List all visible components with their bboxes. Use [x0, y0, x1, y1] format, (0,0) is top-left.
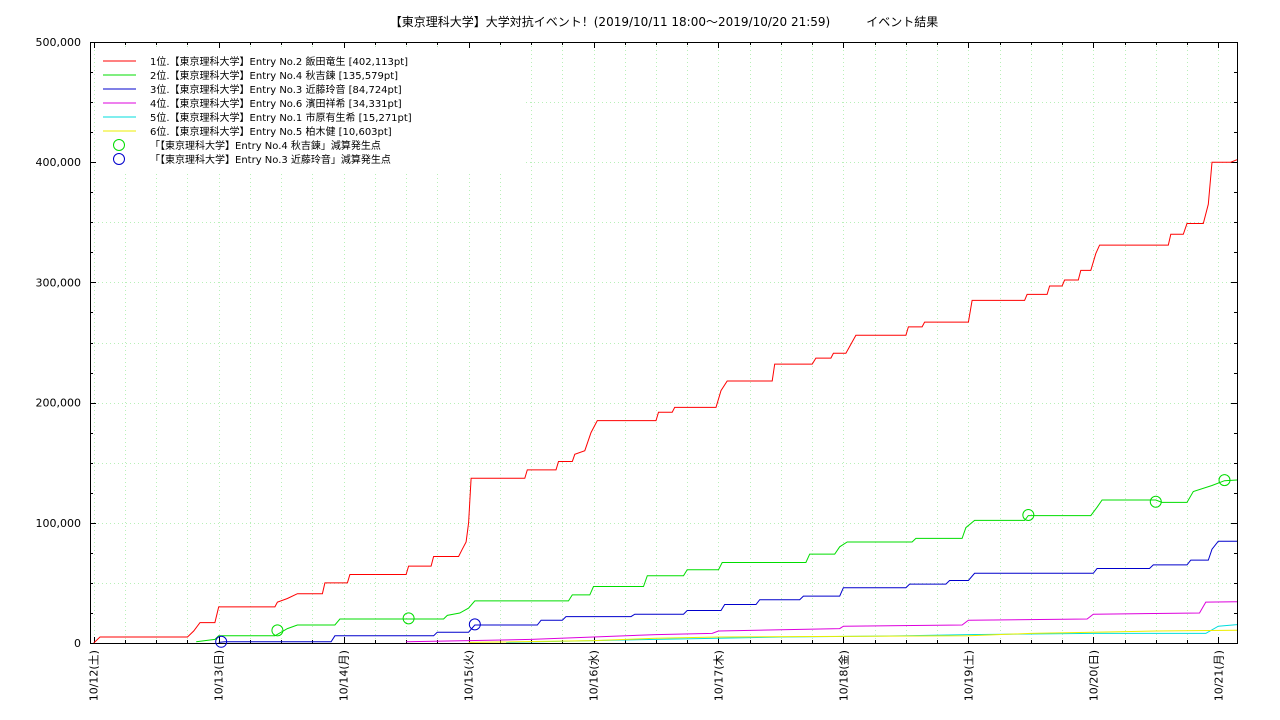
x-tick-label: 10/21(月)	[1212, 650, 1225, 701]
x-tick-label: 10/12(土)	[88, 650, 101, 701]
y-tick-label: 500,000	[36, 36, 82, 49]
legend-label: 1位.【東京理科大学】Entry No.2 飯田竜生 [402,113pt]	[150, 55, 408, 68]
x-tick-label: 10/20(日)	[1087, 650, 1100, 701]
legend-label: 2位.【東京理科大学】Entry No.4 秋吉鍊 [135,579pt]	[150, 69, 398, 82]
series-line-6	[468, 629, 1238, 643]
legend-label: 6位.【東京理科大学】Entry No.5 柏木健 [10,603pt]	[150, 125, 392, 138]
x-tick-label: 10/18(金)	[836, 650, 850, 701]
legend-label: 3位.【東京理科大学】Entry No.3 近藤玲音 [84,724pt]	[150, 83, 402, 96]
series-line-1	[93, 159, 1238, 644]
marker-point-1	[402, 612, 415, 625]
y-tick-label: 300,000	[36, 276, 82, 289]
legend-label: 4位.【東京理科大学】Entry No.6 濱田祥希 [34,331pt]	[150, 97, 402, 110]
marker-point-1	[1149, 495, 1162, 508]
y-tick-label: 400,000	[36, 156, 82, 169]
marker-point-2	[215, 635, 228, 648]
legend: 1位.【東京理科大学】Entry No.2 飯田竜生 [402,113pt]2位…	[96, 50, 526, 172]
x-tick-label: 10/19(土)	[962, 650, 975, 701]
legend-label: 5位.【東京理科大学】Entry No.1 市原有生希 [15,271pt]	[150, 111, 412, 124]
legend-label: 「【東京理科大学】Entry No.3 近藤玲音」減算発生点	[150, 153, 391, 166]
series-line-2	[196, 479, 1238, 643]
x-tick-label: 10/14(月)	[338, 650, 351, 701]
legend-marker	[113, 139, 125, 151]
y-tick-label: 100,000	[36, 517, 82, 530]
axis-ticks: 0 100,000 200,000 300,000 400,000 500,000 10/1…	[36, 36, 1237, 701]
series-line-5	[506, 624, 1238, 643]
legend-background	[96, 50, 526, 172]
legend-label: 「【東京理科大学】Entry No.4 秋吉鍊」減算発生点	[150, 139, 381, 152]
marker-point-1	[1022, 508, 1035, 521]
x-tick-label: 10/13(日)	[213, 650, 226, 701]
legend-marker	[113, 153, 125, 165]
series-layer	[93, 159, 1238, 644]
marker-point-1	[1218, 474, 1231, 487]
x-tick-label: 10/15(火)	[463, 650, 476, 701]
chart-title: 【東京理科大学】大学対抗イベント！(2019/10/11 18:00～2019/…	[390, 14, 939, 29]
y-tick-label: 200,000	[36, 397, 82, 410]
x-tick-label: 10/17(木)	[712, 650, 725, 701]
y-tick-label: 0	[74, 637, 81, 650]
marker-point-2	[468, 618, 481, 631]
series-line-3	[218, 540, 1237, 643]
marker-layer	[215, 474, 1231, 648]
series-line-4	[406, 601, 1238, 643]
x-tick-label: 10/16(水)	[588, 650, 601, 701]
marker-point-1	[271, 624, 284, 637]
